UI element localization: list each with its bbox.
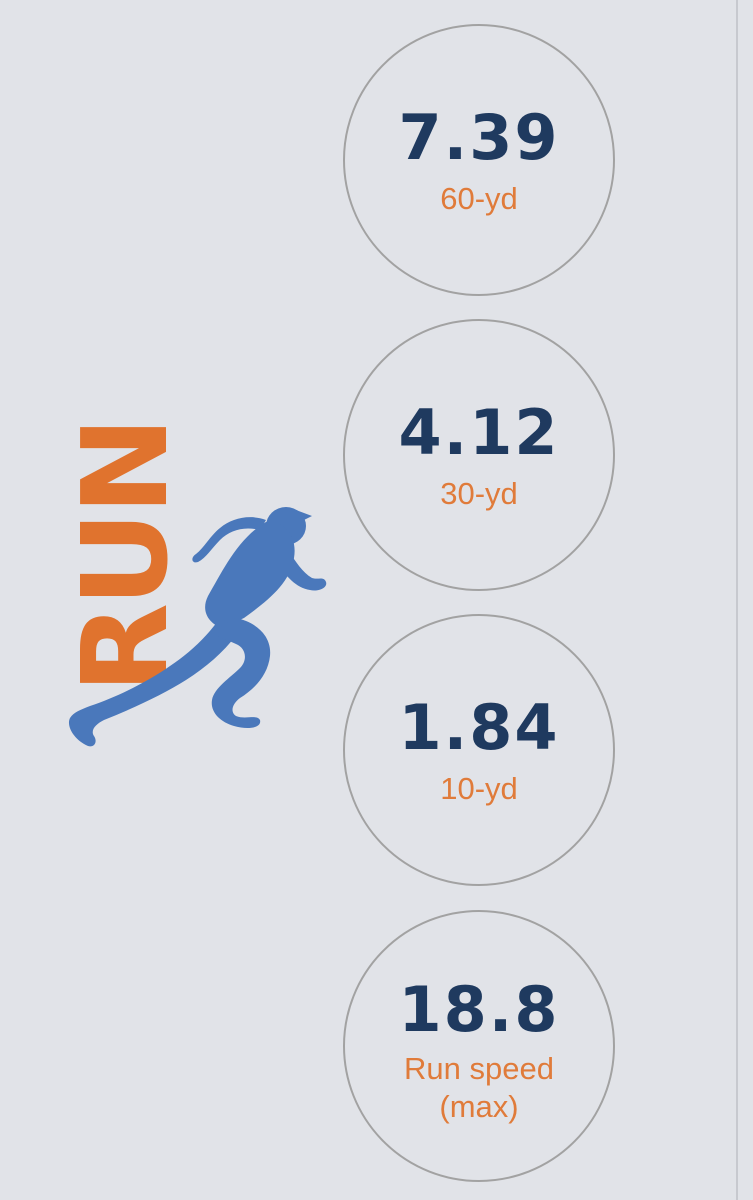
metric-value: 4.12 (398, 396, 560, 469)
right-divider (736, 0, 738, 1200)
metric-60yd: 7.39 60-yd (343, 24, 615, 296)
metric-run-speed-max: 18.8 Run speed (max) (343, 910, 615, 1182)
metric-label: Run speed (max) (404, 1050, 554, 1126)
metric-label-line-1: Run speed (404, 1051, 554, 1086)
metric-10yd: 1.84 10-yd (343, 614, 615, 886)
runner-icon (68, 507, 327, 747)
metric-30yd: 4.12 30-yd (343, 319, 615, 591)
metric-value: 18.8 (398, 973, 560, 1046)
metric-value: 1.84 (398, 691, 560, 764)
metric-label: 60-yd (440, 181, 518, 216)
metric-label-line-2: (max) (439, 1089, 519, 1124)
metric-label: 30-yd (440, 476, 518, 511)
metric-value: 7.39 (398, 101, 560, 174)
metric-label: 10-yd (440, 771, 518, 806)
